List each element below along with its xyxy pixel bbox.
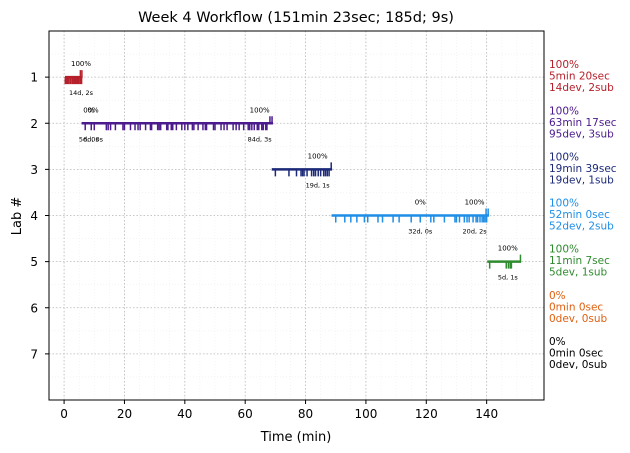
y-axis-label: Lab # bbox=[10, 197, 25, 236]
x-tick-label: 100 bbox=[354, 407, 377, 421]
x-tick-label: 20 bbox=[117, 407, 132, 421]
lab-7-summary-line: 0min 0sec bbox=[549, 347, 603, 359]
lab-2-sub-percent: 0% bbox=[83, 106, 94, 114]
lab-3-summary-line: 19min 39sec bbox=[549, 163, 617, 175]
y-tick-label: 6 bbox=[30, 301, 38, 315]
lab-4-sub-percent: 100% bbox=[465, 199, 485, 207]
x-tick-label: 40 bbox=[177, 407, 192, 421]
x-axis-label: Time (min) bbox=[260, 430, 332, 445]
lab-7-summary-line: 0dev, 0sub bbox=[549, 359, 608, 371]
lab-1-summary-line: 5min 20sec bbox=[549, 71, 610, 83]
x-tick-label: 0 bbox=[60, 407, 68, 421]
lab-5-summary-line: 5dev, 1sub bbox=[549, 267, 608, 279]
x-tick-label: 140 bbox=[475, 407, 498, 421]
lab-6-summary-line: 0min 0sec bbox=[549, 301, 603, 313]
lab-3-sub-percent: 100% bbox=[308, 152, 328, 160]
lab-4-sub-percent: 0% bbox=[415, 199, 426, 207]
lab-1-sub-percent: 100% bbox=[71, 60, 91, 68]
lab-1-summary-line: 100% bbox=[549, 59, 579, 71]
lab-4-summary-line: 100% bbox=[549, 198, 579, 210]
x-tick-label: 80 bbox=[298, 407, 313, 421]
lab-5-summary-line: 100% bbox=[549, 244, 579, 256]
lab-5-summary-line: 11min 7sec bbox=[549, 255, 610, 267]
lab-3-summary-line: 19dev, 1sub bbox=[549, 174, 614, 186]
lab-3-summary-line: 100% bbox=[549, 151, 579, 163]
x-tick-label: 60 bbox=[238, 407, 253, 421]
y-tick-label: 5 bbox=[30, 255, 38, 269]
lab-1-summary-line: 14dev, 2sub bbox=[549, 82, 614, 94]
lab-4-summary-line: 52min 0sec bbox=[549, 209, 610, 221]
lab-2-summary-line: 63min 17sec bbox=[549, 117, 617, 129]
y-tick-label: 7 bbox=[30, 347, 38, 361]
lab-2-sub-percent: 0% bbox=[88, 106, 99, 114]
lab-2-sub-label: 6d, 0s bbox=[83, 135, 104, 143]
lab-2-sub-label: 5d, 0s bbox=[79, 135, 100, 143]
lab-2-sub-percent: 100% bbox=[250, 106, 270, 114]
lab-7-summary-line: 0% bbox=[549, 336, 566, 348]
y-tick-label: 3 bbox=[30, 163, 38, 177]
y-tick-label: 1 bbox=[30, 71, 38, 85]
lab-4-sub-label: 32d, 0s bbox=[408, 228, 433, 236]
lab-2-summary-line: 100% bbox=[549, 105, 579, 117]
lab-6-summary-line: 0% bbox=[549, 290, 566, 302]
y-tick-label: 2 bbox=[30, 117, 38, 131]
chart-title: Week 4 Workflow (151min 23sec; 185d; 9s) bbox=[138, 10, 454, 26]
lab-1-sub-label: 14d, 2s bbox=[69, 89, 94, 97]
lab-4-summary-line: 52dev, 2sub bbox=[549, 221, 614, 233]
lab-2-summary-line: 95dev, 3sub bbox=[549, 128, 614, 140]
lab-3-sub-label: 19d, 1s bbox=[306, 181, 331, 189]
y-tick-label: 4 bbox=[30, 209, 38, 223]
x-tick-label: 120 bbox=[415, 407, 438, 421]
lab-5-sub-percent: 100% bbox=[498, 245, 518, 253]
lab-2-sub-label: 84d, 3s bbox=[248, 135, 273, 143]
plot-area: 100% 14d, 2s 0% 5d, 0s 0% 6d, 0s 100% 84d, 3s 10… bbox=[64, 60, 522, 282]
lab-6-summary-line: 0dev, 0sub bbox=[549, 313, 608, 325]
axes: 0 20 40 60 80 100 120 140 1 2 3 4 5 6 7 bbox=[30, 71, 498, 421]
lab-4-sub-label: 20d, 2s bbox=[463, 228, 488, 236]
lab-5-sub-label: 5d, 1s bbox=[498, 274, 519, 282]
